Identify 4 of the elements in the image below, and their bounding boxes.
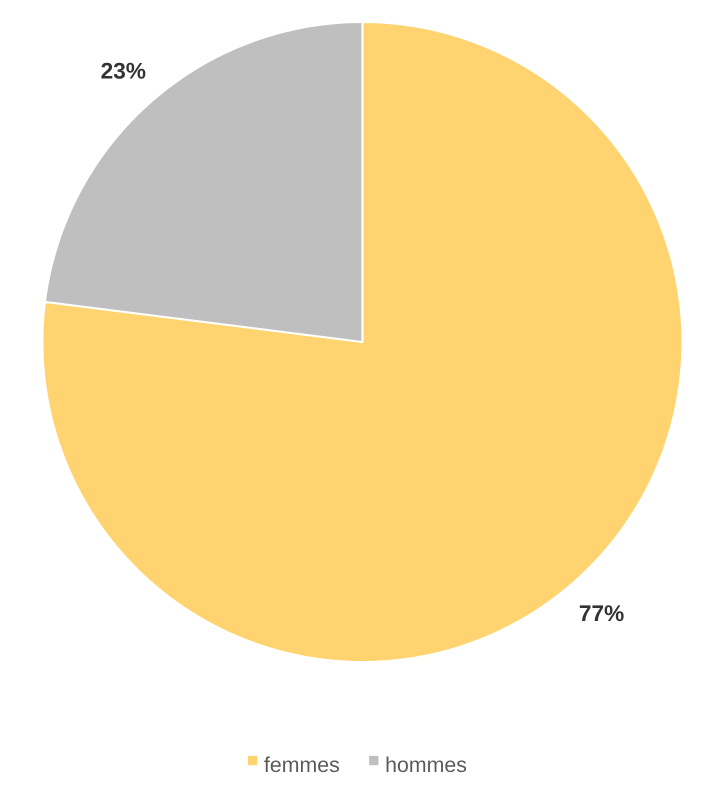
data-label: 77%	[580, 605, 624, 622]
legend-label: hommes	[386, 756, 466, 772]
data-label: 23%	[101, 62, 146, 79]
legend-label: femmes	[264, 756, 339, 772]
